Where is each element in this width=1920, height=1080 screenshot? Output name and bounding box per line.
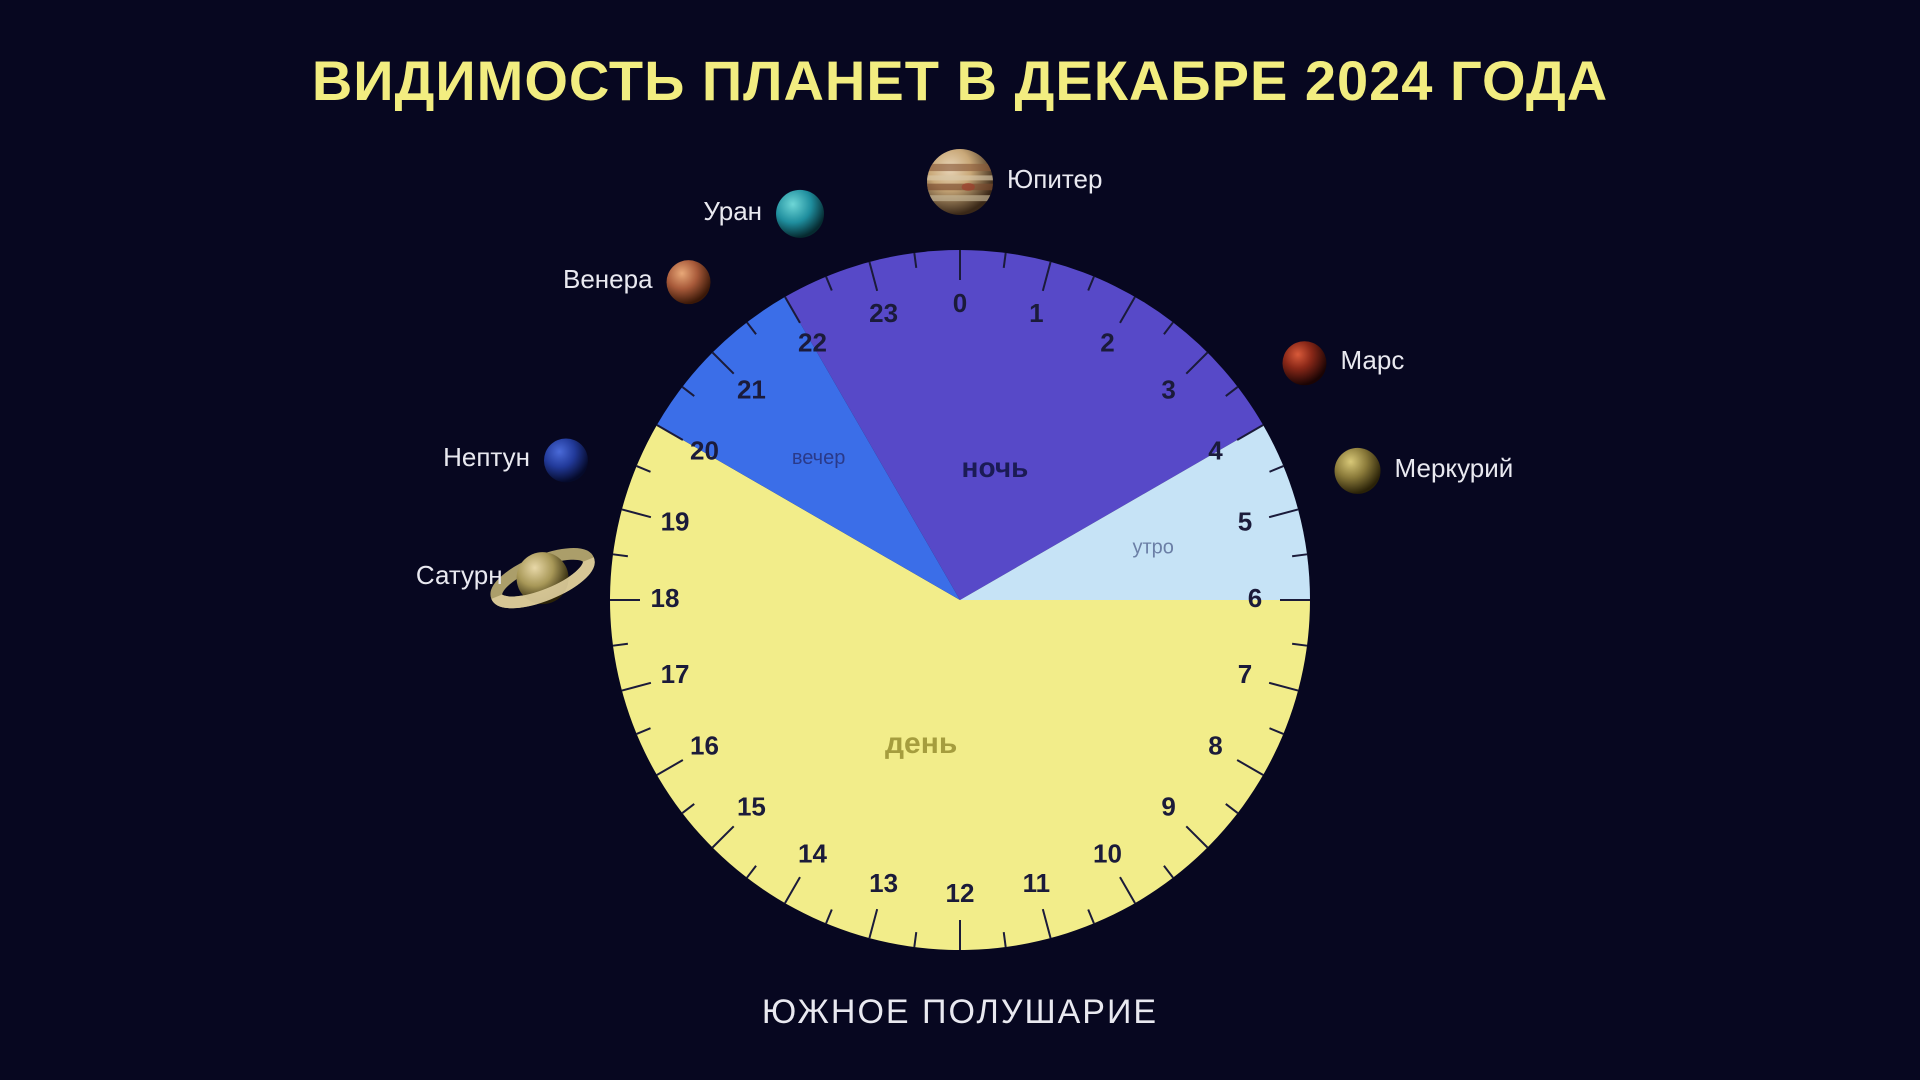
sector-label-morning: утро xyxy=(1132,537,1173,559)
hour-label-20: 20 xyxy=(690,435,719,465)
planet-uranus xyxy=(776,190,824,238)
hour-label-8: 8 xyxy=(1208,730,1222,760)
clock-chart: 01234567891011121314151617181920212223 н… xyxy=(0,0,1920,1080)
planet-label-saturn: Сатурн xyxy=(416,560,503,591)
hour-label-18: 18 xyxy=(651,583,680,613)
hour-label-5: 5 xyxy=(1238,507,1252,537)
sector-label-day: день xyxy=(885,727,957,760)
planet-saturn xyxy=(490,544,594,612)
planet-venus xyxy=(667,260,711,304)
hour-label-16: 16 xyxy=(690,730,719,760)
hour-label-17: 17 xyxy=(661,659,690,689)
hour-label-7: 7 xyxy=(1238,659,1252,689)
hour-label-3: 3 xyxy=(1161,374,1175,404)
planet-mercury xyxy=(1335,448,1381,494)
hour-label-0: 0 xyxy=(953,288,967,318)
hour-label-12: 12 xyxy=(946,878,975,908)
planet-label-mercury: Меркурий xyxy=(1395,453,1514,484)
hour-label-15: 15 xyxy=(737,791,766,821)
sector-label-night: ночь xyxy=(962,452,1029,483)
planet-label-uranus: Уран xyxy=(703,196,762,227)
hour-label-9: 9 xyxy=(1161,791,1175,821)
hour-label-6: 6 xyxy=(1248,583,1262,613)
planet-mars xyxy=(1282,341,1326,385)
hour-label-10: 10 xyxy=(1093,838,1122,868)
planet-label-mars: Марс xyxy=(1340,345,1404,376)
hour-label-1: 1 xyxy=(1029,298,1043,328)
hour-label-2: 2 xyxy=(1100,327,1114,357)
planet-neptune xyxy=(544,438,588,482)
hour-label-14: 14 xyxy=(798,838,827,868)
hour-label-11: 11 xyxy=(1023,868,1051,898)
hour-label-21: 21 xyxy=(737,374,766,404)
hour-label-4: 4 xyxy=(1208,435,1223,465)
planet-label-neptune: Нептун xyxy=(443,442,530,473)
sector-label-evening: вечер xyxy=(792,447,846,469)
hour-label-13: 13 xyxy=(869,868,898,898)
hour-label-19: 19 xyxy=(661,507,690,537)
planet-label-jupiter: Юпитер xyxy=(1007,164,1102,195)
hour-label-23: 23 xyxy=(869,298,898,328)
planet-jupiter xyxy=(927,149,993,215)
hour-label-22: 22 xyxy=(798,327,827,357)
planet-label-venus: Венера xyxy=(563,264,653,295)
